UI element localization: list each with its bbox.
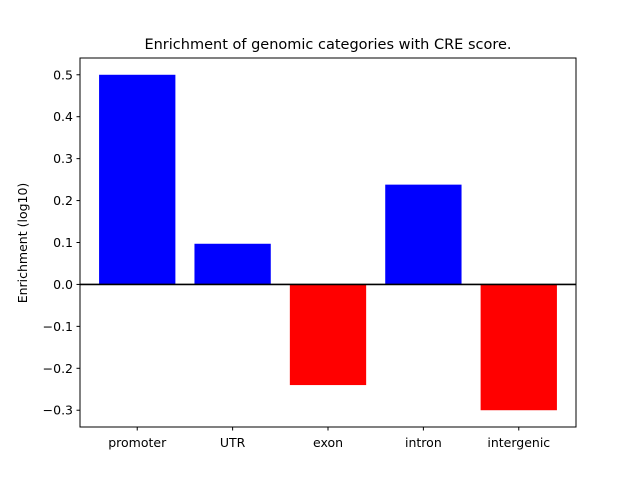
- plot-frame: [79, 57, 577, 428]
- bar-UTR: [194, 243, 271, 285]
- y-tick-label: −0.2: [43, 361, 73, 376]
- y-tick-label: 0.5: [53, 67, 73, 82]
- x-tick-label-promoter: promoter: [108, 435, 167, 450]
- bar-exon: [289, 284, 367, 386]
- bars-group: [99, 74, 557, 411]
- bar-promoter: [99, 74, 176, 285]
- x-tick-label-intron: intron: [405, 435, 442, 450]
- bar-intergenic: [480, 284, 557, 411]
- y-axis-label: Enrichment (log10): [15, 183, 30, 304]
- y-axis-ticks: −0.3 −0.2 −0.1 0.0 0.1 0.2 0.3 0.4 0.5: [43, 67, 80, 418]
- y-tick-label: −0.1: [43, 319, 73, 334]
- chart-title: Enrichment of genomic categories with CR…: [144, 37, 511, 53]
- x-tick-label-UTR: UTR: [220, 435, 246, 450]
- y-tick-label: 0.3: [53, 151, 73, 166]
- y-tick-label: 0.0: [53, 277, 73, 292]
- y-tick-label: 0.2: [53, 193, 73, 208]
- y-tick-label: 0.4: [53, 109, 73, 124]
- x-tick-label-intergenic: intergenic: [487, 435, 550, 450]
- y-tick-label: −0.3: [43, 403, 73, 418]
- y-tick-label: 0.1: [53, 235, 73, 250]
- bar-intron: [385, 184, 462, 285]
- x-tick-label-exon: exon: [313, 435, 343, 450]
- x-axis-ticks: promoter UTR exon intron intergenic: [108, 427, 550, 450]
